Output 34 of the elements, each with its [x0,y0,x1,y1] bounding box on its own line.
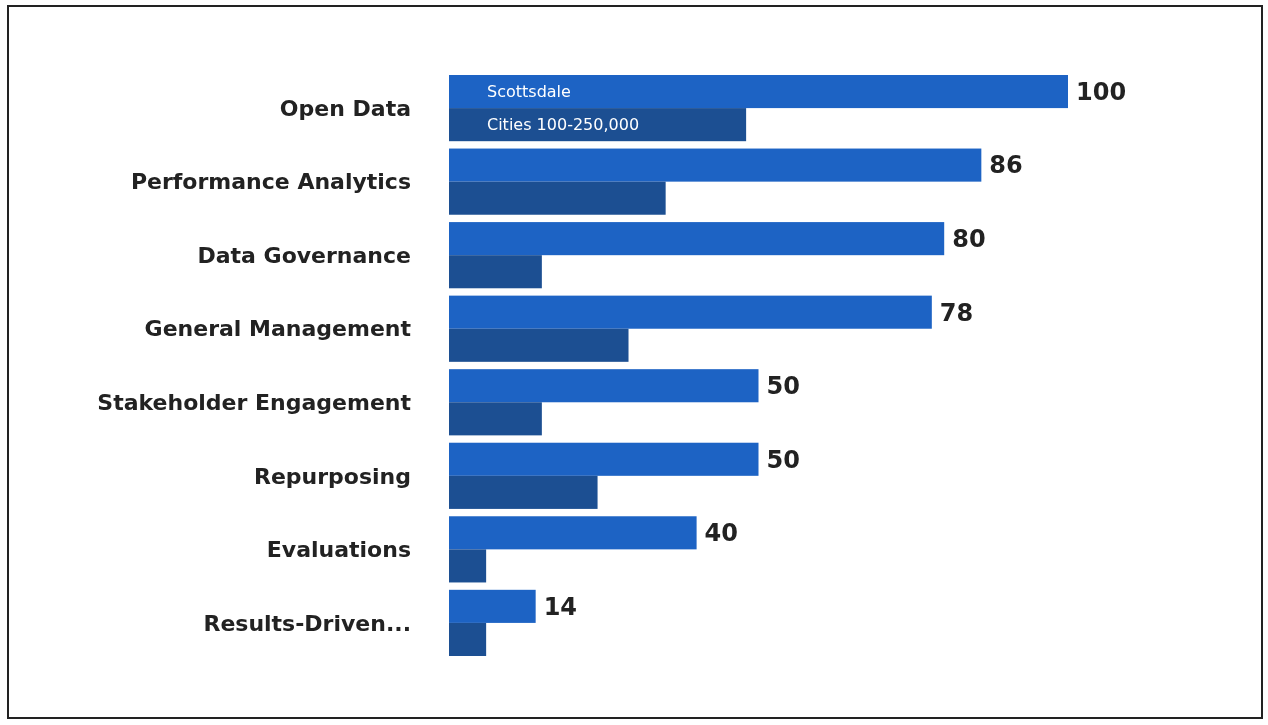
bar [449,222,945,256]
bar [449,181,666,215]
series-label: Scottsdale [487,82,571,102]
bar [449,255,542,289]
y-tick-label: Evaluations [266,537,411,563]
data-label: 78 [939,298,974,327]
bar [449,589,536,623]
data-label: 100 [1076,77,1127,106]
y-tick-label: Performance Analytics [130,169,411,195]
bar [449,516,697,550]
data-label: 80 [952,225,986,254]
bar [449,402,542,436]
y-tick-label: Open Data [279,95,411,121]
data-label: 50 [766,445,800,474]
bar [449,75,1068,109]
y-tick-label: Stakeholder Engagement [97,389,412,415]
bar [449,108,747,142]
data-label: 50 [766,372,800,401]
bar [449,369,759,403]
series-label: Cities 100-250,000 [487,115,640,135]
bar [449,328,629,362]
bar [449,442,759,476]
bar [449,475,598,509]
data-label: 14 [543,592,578,621]
data-label: 86 [989,151,1023,180]
bar [449,549,487,583]
bar [449,622,487,656]
bar [449,295,932,329]
y-tick-label: Data Governance [197,242,411,268]
y-tick-label: Results-Driven... [203,610,411,636]
bar [449,148,982,182]
y-tick-label: Repurposing [253,463,411,489]
y-tick-label: General Management [144,316,412,342]
data-label: 40 [704,519,739,548]
